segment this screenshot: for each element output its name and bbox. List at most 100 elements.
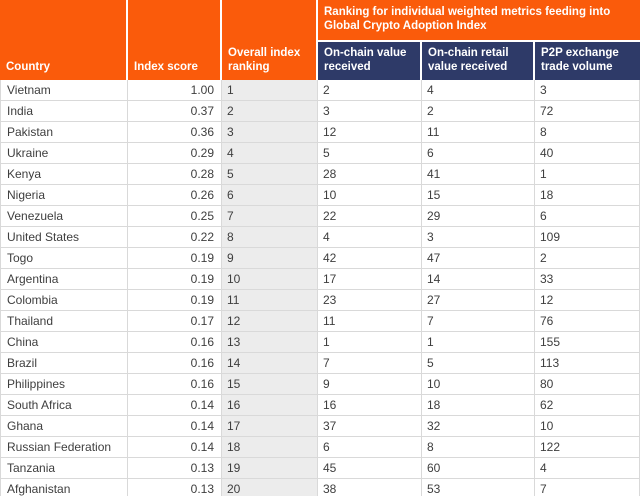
table-row: Tanzania 0.13 19 45 60 4 bbox=[0, 457, 640, 479]
on-chain-value-rank-cell: 7 bbox=[318, 352, 422, 374]
index-score-cell: 0.26 bbox=[128, 184, 222, 206]
table-body: Vietnam 1.00 1 2 4 3 India 0.37 2 3 2 72 Pakistan 0.3… bbox=[0, 79, 640, 496]
on-chain-retail-rank-cell: 29 bbox=[422, 205, 535, 227]
p2p-rank-cell: 2 bbox=[535, 247, 640, 269]
country-cell: Kenya bbox=[0, 163, 128, 185]
index-score-cell: 0.19 bbox=[128, 247, 222, 269]
on-chain-value-rank-cell: 23 bbox=[318, 289, 422, 311]
index-score-cell: 0.19 bbox=[128, 289, 222, 311]
overall-ranking-cell: 10 bbox=[222, 268, 318, 290]
on-chain-retail-rank-cell: 41 bbox=[422, 163, 535, 185]
overall-ranking-cell: 16 bbox=[222, 394, 318, 416]
country-cell: India bbox=[0, 100, 128, 122]
table-row: Thailand 0.17 12 11 7 76 bbox=[0, 310, 640, 332]
on-chain-retail-rank-cell: 1 bbox=[422, 331, 535, 353]
on-chain-value-rank-cell: 9 bbox=[318, 373, 422, 395]
overall-ranking-cell: 9 bbox=[222, 247, 318, 269]
table-row: United States 0.22 8 4 3 109 bbox=[0, 226, 640, 248]
country-cell: South Africa bbox=[0, 394, 128, 416]
country-cell: Tanzania bbox=[0, 457, 128, 479]
column-header-p2p-exchange-trade-volume: P2P exchange trade volume bbox=[535, 40, 640, 80]
on-chain-value-rank-cell: 6 bbox=[318, 436, 422, 458]
index-score-cell: 0.14 bbox=[128, 415, 222, 437]
on-chain-retail-rank-cell: 11 bbox=[422, 121, 535, 143]
p2p-rank-cell: 6 bbox=[535, 205, 640, 227]
index-score-cell: 0.14 bbox=[128, 436, 222, 458]
on-chain-retail-rank-cell: 60 bbox=[422, 457, 535, 479]
table-row: Philippines 0.16 15 9 10 80 bbox=[0, 373, 640, 395]
on-chain-retail-rank-cell: 3 bbox=[422, 226, 535, 248]
on-chain-retail-rank-cell: 5 bbox=[422, 352, 535, 374]
index-score-cell: 0.14 bbox=[128, 394, 222, 416]
table-row: Venezuela 0.25 7 22 29 6 bbox=[0, 205, 640, 227]
table-row: Vietnam 1.00 1 2 4 3 bbox=[0, 79, 640, 101]
overall-ranking-cell: 17 bbox=[222, 415, 318, 437]
on-chain-retail-rank-cell: 8 bbox=[422, 436, 535, 458]
on-chain-retail-rank-cell: 2 bbox=[422, 100, 535, 122]
header-row-sub: On-chain value received On-chain retail … bbox=[0, 40, 640, 80]
p2p-rank-cell: 1 bbox=[535, 163, 640, 185]
overall-ranking-cell: 11 bbox=[222, 289, 318, 311]
on-chain-retail-rank-cell: 6 bbox=[422, 142, 535, 164]
index-score-cell: 0.13 bbox=[128, 457, 222, 479]
on-chain-value-rank-cell: 28 bbox=[318, 163, 422, 185]
p2p-rank-cell: 76 bbox=[535, 310, 640, 332]
country-cell: Pakistan bbox=[0, 121, 128, 143]
table-row: Argentina 0.19 10 17 14 33 bbox=[0, 268, 640, 290]
overall-ranking-cell: 18 bbox=[222, 436, 318, 458]
overall-ranking-cell: 1 bbox=[222, 79, 318, 101]
table-row: Ukraine 0.29 4 5 6 40 bbox=[0, 142, 640, 164]
on-chain-retail-rank-cell: 32 bbox=[422, 415, 535, 437]
p2p-rank-cell: 40 bbox=[535, 142, 640, 164]
overall-ranking-cell: 6 bbox=[222, 184, 318, 206]
overall-ranking-cell: 13 bbox=[222, 331, 318, 353]
country-cell: Venezuela bbox=[0, 205, 128, 227]
table-row: South Africa 0.14 16 16 18 62 bbox=[0, 394, 640, 416]
index-score-cell: 0.28 bbox=[128, 163, 222, 185]
on-chain-retail-rank-cell: 4 bbox=[422, 79, 535, 101]
overall-ranking-cell: 8 bbox=[222, 226, 318, 248]
p2p-rank-cell: 62 bbox=[535, 394, 640, 416]
overall-ranking-cell: 4 bbox=[222, 142, 318, 164]
overall-ranking-cell: 2 bbox=[222, 100, 318, 122]
p2p-rank-cell: 80 bbox=[535, 373, 640, 395]
on-chain-value-rank-cell: 37 bbox=[318, 415, 422, 437]
column-header-overall-index-ranking: Overall index ranking bbox=[222, 0, 318, 80]
on-chain-value-rank-cell: 5 bbox=[318, 142, 422, 164]
overall-ranking-cell: 14 bbox=[222, 352, 318, 374]
column-header-on-chain-value-received: On-chain value received bbox=[318, 40, 422, 80]
table-row: China 0.16 13 1 1 155 bbox=[0, 331, 640, 353]
column-header-on-chain-retail-value-received: On-chain retail value received bbox=[422, 40, 535, 80]
on-chain-retail-rank-cell: 15 bbox=[422, 184, 535, 206]
p2p-rank-cell: 7 bbox=[535, 478, 640, 496]
overall-ranking-cell: 5 bbox=[222, 163, 318, 185]
column-header-country: Country bbox=[0, 0, 128, 80]
on-chain-retail-rank-cell: 18 bbox=[422, 394, 535, 416]
country-cell: Afghanistan bbox=[0, 478, 128, 496]
overall-ranking-cell: 20 bbox=[222, 478, 318, 496]
index-score-cell: 0.19 bbox=[128, 268, 222, 290]
p2p-rank-cell: 12 bbox=[535, 289, 640, 311]
table-row: Nigeria 0.26 6 10 15 18 bbox=[0, 184, 640, 206]
on-chain-value-rank-cell: 4 bbox=[318, 226, 422, 248]
p2p-rank-cell: 10 bbox=[535, 415, 640, 437]
overall-ranking-cell: 12 bbox=[222, 310, 318, 332]
on-chain-value-rank-cell: 3 bbox=[318, 100, 422, 122]
p2p-rank-cell: 72 bbox=[535, 100, 640, 122]
on-chain-value-rank-cell: 16 bbox=[318, 394, 422, 416]
table-row: Colombia 0.19 11 23 27 12 bbox=[0, 289, 640, 311]
on-chain-value-rank-cell: 10 bbox=[318, 184, 422, 206]
index-score-cell: 1.00 bbox=[128, 79, 222, 101]
on-chain-value-rank-cell: 1 bbox=[318, 331, 422, 353]
on-chain-value-rank-cell: 17 bbox=[318, 268, 422, 290]
on-chain-retail-rank-cell: 53 bbox=[422, 478, 535, 496]
on-chain-retail-rank-cell: 7 bbox=[422, 310, 535, 332]
table-row: Afghanistan 0.13 20 38 53 7 bbox=[0, 478, 640, 496]
overall-ranking-cell: 15 bbox=[222, 373, 318, 395]
on-chain-value-rank-cell: 12 bbox=[318, 121, 422, 143]
overall-ranking-cell: 19 bbox=[222, 457, 318, 479]
index-score-cell: 0.37 bbox=[128, 100, 222, 122]
p2p-rank-cell: 8 bbox=[535, 121, 640, 143]
on-chain-value-rank-cell: 2 bbox=[318, 79, 422, 101]
